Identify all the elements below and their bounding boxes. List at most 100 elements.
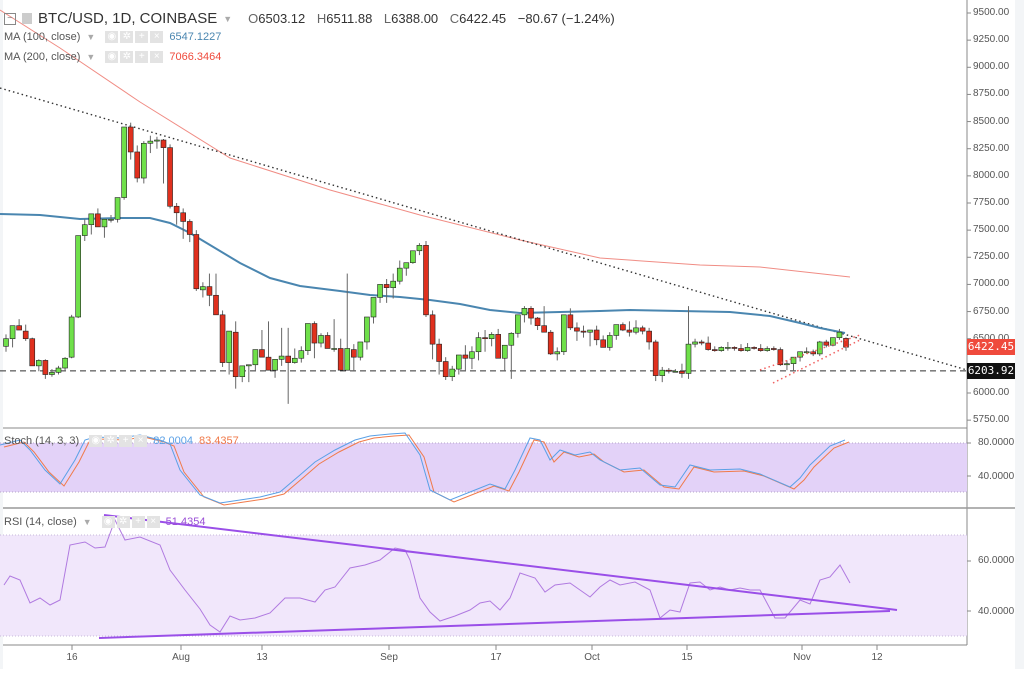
candle: [265, 356, 272, 371]
candle: [784, 363, 790, 366]
candle: [127, 126, 134, 153]
candle: [298, 350, 305, 359]
time-axis-label: 17: [490, 652, 502, 663]
symbol-title[interactable]: BTC/USD, 1D, COINBASE: [38, 10, 218, 27]
price-axis-label: 7750.00: [973, 196, 1010, 208]
ma200-legend: MA (200, close) ▼ ◉ ✲ + × 7066.3464: [4, 51, 221, 63]
candle: [396, 267, 403, 282]
candle: [574, 327, 580, 332]
candle: [213, 294, 219, 316]
close-icon[interactable]: ×: [150, 51, 164, 63]
candle: [75, 235, 81, 318]
candle: [160, 139, 167, 148]
candle: [154, 139, 160, 142]
candle: [698, 341, 705, 344]
candle: [3, 338, 9, 347]
candle: [311, 323, 318, 344]
support-price-tag: 6203.92: [967, 363, 1015, 379]
stoch-label[interactable]: Stoch (14, 3, 3): [4, 435, 80, 447]
candle: [108, 218, 114, 221]
candle: [423, 245, 429, 316]
plus-icon[interactable]: +: [135, 31, 149, 43]
candle: [331, 348, 337, 350]
candle: [567, 314, 574, 329]
candle: [114, 197, 121, 220]
rsi-value: 51.4354: [165, 516, 206, 528]
price-axis-label: 7500.00: [973, 224, 1010, 236]
candle: [239, 365, 246, 378]
gear-icon[interactable]: ✲: [104, 435, 118, 447]
plus-icon[interactable]: +: [119, 435, 133, 447]
candle: [600, 339, 606, 348]
candle: [186, 221, 193, 235]
ma100-label[interactable]: MA (100, close): [4, 31, 81, 43]
chevron-down-icon[interactable]: ▼: [223, 13, 233, 24]
candle: [226, 330, 232, 363]
ma200-controls: ◉ ✲ + ×: [105, 51, 164, 63]
close-icon[interactable]: ×: [146, 516, 160, 528]
rsi-label[interactable]: RSI (14, close): [4, 516, 77, 528]
candle: [246, 364, 252, 367]
gear-icon[interactable]: ✲: [120, 51, 134, 63]
candle: [672, 370, 679, 373]
close-icon[interactable]: ×: [150, 31, 164, 43]
plus-icon[interactable]: +: [131, 516, 145, 528]
chevron-down-icon[interactable]: ▼: [86, 32, 96, 42]
eye-icon[interactable]: ◉: [89, 435, 103, 447]
candle: [528, 308, 534, 319]
price-axis-label: 6000.00: [973, 386, 1010, 398]
candle: [416, 245, 423, 252]
stoch-controls: ◉ ✲ + ×: [89, 435, 148, 447]
candle: [88, 213, 95, 226]
candle: [272, 359, 278, 371]
plus-icon[interactable]: +: [135, 51, 149, 63]
candle: [62, 357, 68, 369]
price-axis-label: 8250.00: [973, 142, 1010, 154]
candle: [55, 367, 62, 373]
candle: [318, 335, 324, 344]
candle: [49, 372, 55, 375]
close-icon[interactable]: ×: [134, 435, 148, 447]
eye-icon[interactable]: ◉: [105, 31, 119, 43]
candle: [646, 330, 652, 343]
stoch-legend: Stoch (14, 3, 3) ◉ ✲ + × 82.0004 83.4357: [4, 435, 239, 447]
candle: [501, 344, 508, 359]
candle: [731, 347, 738, 349]
candle: [442, 361, 449, 378]
candle: [141, 142, 147, 179]
candle: [495, 334, 501, 359]
price-axis-label: 6500.00: [973, 333, 1009, 344]
candle: [554, 351, 561, 355]
candle: [193, 234, 200, 290]
gear-icon[interactable]: ✲: [116, 516, 130, 528]
candle: [810, 351, 816, 355]
collapse-icon[interactable]: −: [4, 12, 16, 25]
candle: [718, 347, 725, 351]
candle: [711, 349, 718, 351]
candle: [252, 349, 259, 366]
candle: [95, 213, 101, 228]
time-axis-label: 16: [66, 652, 78, 663]
candle: [337, 348, 344, 371]
candle: [134, 151, 141, 179]
candle: [790, 356, 797, 364]
candle: [488, 334, 495, 340]
eye-icon[interactable]: ◉: [101, 516, 115, 528]
gear-icon[interactable]: ✲: [120, 31, 134, 43]
stoch-d-value: 83.4357: [198, 435, 239, 447]
candle: [620, 324, 626, 331]
chevron-down-icon[interactable]: ▼: [82, 517, 92, 527]
ma100-legend: MA (100, close) ▼ ◉ ✲ + × 6547.1227: [4, 31, 221, 43]
ma200-value: 7066.3464: [169, 51, 222, 63]
ma200-label[interactable]: MA (200, close): [4, 51, 81, 63]
price-axis-label: 8000.00: [973, 169, 1010, 181]
stoch-axis-80: 80.0000: [978, 437, 1015, 448]
price-axis-label: 9250.00: [973, 34, 1010, 46]
flag-icon[interactable]: [22, 13, 32, 24]
candle: [22, 330, 29, 340]
candle: [764, 348, 771, 351]
chevron-down-icon[interactable]: ▼: [86, 52, 96, 62]
eye-icon[interactable]: ◉: [105, 51, 119, 63]
time-axis-label: Oct: [584, 652, 600, 663]
